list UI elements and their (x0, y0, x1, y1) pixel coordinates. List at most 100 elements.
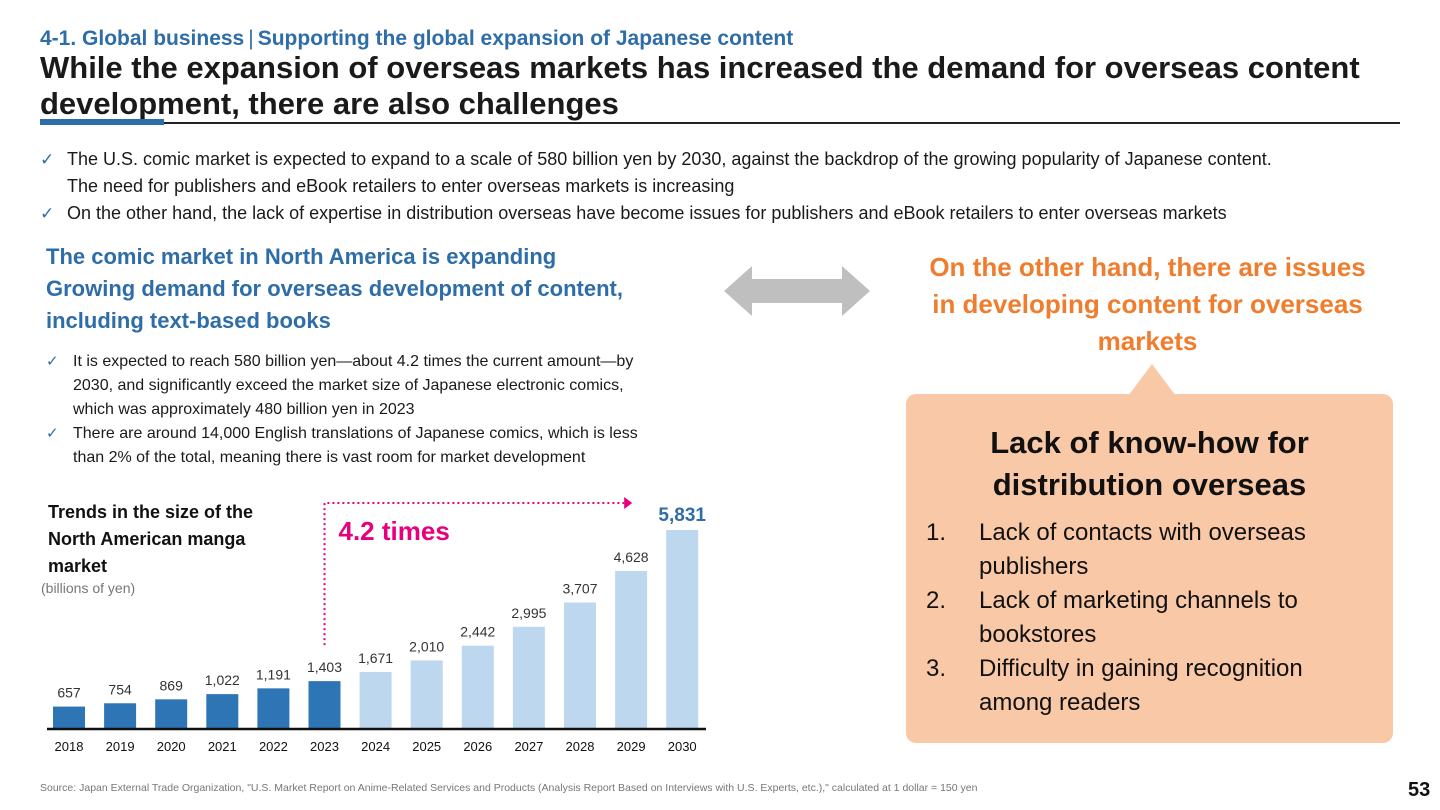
bar-2018 (53, 706, 85, 729)
summary-bullets: ✓ The U.S. comic market is expected to e… (40, 146, 1430, 227)
breadcrumb-section: 4-1. Global business (40, 27, 245, 50)
issue-item-1: 1. Lack of contacts with overseas publis… (926, 516, 1376, 584)
bar-2019 (104, 703, 137, 729)
issues-heading-line-3: markets (1097, 326, 1198, 356)
x-tick-2020: 2020 (157, 739, 186, 754)
issue-text-line: bookstores (979, 621, 1097, 648)
issue-item-3: 3. Difficulty in gaining recognition amo… (926, 652, 1376, 720)
data-label-2026: 2,442 (460, 624, 495, 640)
summary-bullet-1: ✓ The U.S. comic market is expected to e… (40, 146, 1430, 200)
summary-bullet-1-line-2: The need for publishers and eBook retail… (67, 176, 735, 196)
x-tick-2019: 2019 (106, 739, 135, 754)
x-tick-2026: 2026 (463, 739, 492, 754)
double-arrow-icon (724, 266, 870, 316)
check-icon: ✓ (46, 425, 59, 442)
data-label-2024: 1,671 (358, 650, 393, 666)
growth-arrowhead-icon (624, 497, 633, 509)
market-detail-bullet-2: ✓ There are around 14,000 English transl… (46, 422, 726, 470)
data-label-2021: 1,022 (205, 672, 240, 688)
growth-annotation: 4.2 times (339, 516, 450, 546)
issue-number: 3. (926, 655, 947, 682)
issue-text-line: Lack of marketing channels to (979, 587, 1298, 614)
data-label-2022: 1,191 (256, 666, 291, 682)
issue-number: 1. (926, 519, 947, 546)
x-tick-2029: 2029 (617, 739, 646, 754)
market-expansion-heading-line-1: The comic market in North America is exp… (46, 244, 557, 269)
x-tick-2024: 2024 (361, 739, 390, 754)
bar-2024 (359, 671, 392, 729)
check-icon: ✓ (40, 150, 55, 169)
page-number: 53 (1408, 779, 1431, 801)
callout-title-line-2: distribution overseas (992, 467, 1307, 502)
check-icon: ✓ (46, 353, 59, 370)
market-detail-bullet-2-line-1: There are around 14,000 English translat… (73, 425, 638, 442)
x-tick-2018: 2018 (55, 739, 84, 754)
x-tick-2021: 2021 (208, 739, 237, 754)
bar-2029 (615, 571, 648, 729)
data-label-2020: 869 (160, 677, 184, 693)
issue-text-line: among readers (979, 689, 1141, 716)
breadcrumb-separator: | (248, 27, 254, 50)
issue-number: 2. (926, 587, 947, 614)
breadcrumb-subsection: Supporting the global expansion of Japan… (257, 27, 794, 50)
market-detail-bullet-1-line-3: which was approximately 480 billion yen … (73, 401, 415, 418)
title-accent-bar (40, 119, 164, 125)
market-detail-bullet-2-line-2: than 2% of the total, meaning there is v… (73, 449, 586, 466)
bar-2022 (257, 688, 290, 729)
data-label-2023: 1,403 (307, 659, 342, 675)
data-label-2030: 5,831 (658, 505, 706, 526)
title-divider (40, 122, 1400, 124)
x-tick-2023: 2023 (310, 739, 339, 754)
bar-2028 (564, 602, 596, 729)
issues-heading-line-2: in developing content for overseas (932, 289, 1363, 319)
issues-list: 1. Lack of contacts with overseas publis… (926, 516, 1376, 720)
growth-bracket (323, 502, 625, 646)
check-icon: ✓ (40, 204, 55, 223)
chart-title-line-1: Trends in the size of the (48, 502, 254, 522)
bar-2026 (461, 645, 494, 729)
issues-callout: Lack of know-how for distribution overse… (906, 394, 1393, 743)
data-label-2027: 2,995 (511, 605, 546, 621)
x-tick-2030: 2030 (668, 739, 697, 754)
market-detail-bullets: ✓ It is expected to reach 580 billion ye… (46, 350, 726, 470)
summary-bullet-2: ✓ On the other hand, the lack of experti… (40, 200, 1430, 227)
x-tick-2028: 2028 (566, 739, 595, 754)
summary-bullet-1-line-1: The U.S. comic market is expected to exp… (67, 149, 1272, 169)
data-label-2029: 4,628 (614, 549, 649, 565)
bar-2030 (666, 530, 699, 729)
data-label-2028: 3,707 (562, 580, 597, 596)
issue-text-line: publishers (979, 553, 1089, 580)
chart-unit-label: (billions of yen) (41, 580, 136, 596)
bar-2021 (206, 694, 239, 729)
page-title: While the expansion of overseas markets … (40, 50, 1360, 121)
chart-title-line-3: market (48, 556, 108, 576)
x-tick-2027: 2027 (514, 739, 543, 754)
issue-item-2: 2. Lack of marketing channels to booksto… (926, 584, 1376, 652)
chart-title-line-2: North American manga (48, 529, 246, 549)
data-label-2025: 2,010 (409, 638, 444, 654)
chart-title: Trends in the size of the North American… (48, 499, 308, 580)
callout-pointer (1128, 364, 1176, 396)
issues-heading-line-1: On the other hand, there are issues (929, 252, 1366, 282)
market-detail-bullet-1-line-1: It is expected to reach 580 billion yen—… (73, 353, 634, 370)
data-label-2019: 754 (108, 681, 132, 697)
issues-heading: On the other hand, there are issues in d… (895, 249, 1400, 360)
source-note: Source: Japan External Trade Organizatio… (40, 782, 978, 794)
breadcrumb: 4-1. Global business | Supporting the glob… (40, 27, 793, 51)
market-expansion-heading-line-2: Growing demand for overseas development … (46, 276, 623, 301)
market-detail-bullet-1: ✓ It is expected to reach 580 billion ye… (46, 350, 726, 422)
x-tick-2025: 2025 (412, 739, 441, 754)
market-detail-bullet-1-line-2: 2030, and significantly exceed the marke… (73, 377, 624, 394)
summary-bullet-2-line-1: On the other hand, the lack of expertise… (67, 203, 1227, 223)
bar-2020 (155, 699, 188, 729)
issue-text-line: Difficulty in gaining recognition (979, 655, 1303, 682)
data-label-2018: 657 (57, 685, 81, 701)
market-expansion-heading-line-3: including text-based books (46, 308, 331, 333)
market-expansion-heading: The comic market in North America is exp… (46, 241, 726, 337)
x-tick-2022: 2022 (259, 739, 288, 754)
bar-2027 (512, 626, 545, 729)
bar-2025 (410, 660, 443, 729)
bar-2023 (308, 681, 341, 729)
issue-text-line: Lack of contacts with overseas (979, 519, 1306, 546)
manga-market-bar-chart: 657 2018 754 2019 869 2020 1,022 2021 1,191 2022 1… (47, 497, 706, 754)
